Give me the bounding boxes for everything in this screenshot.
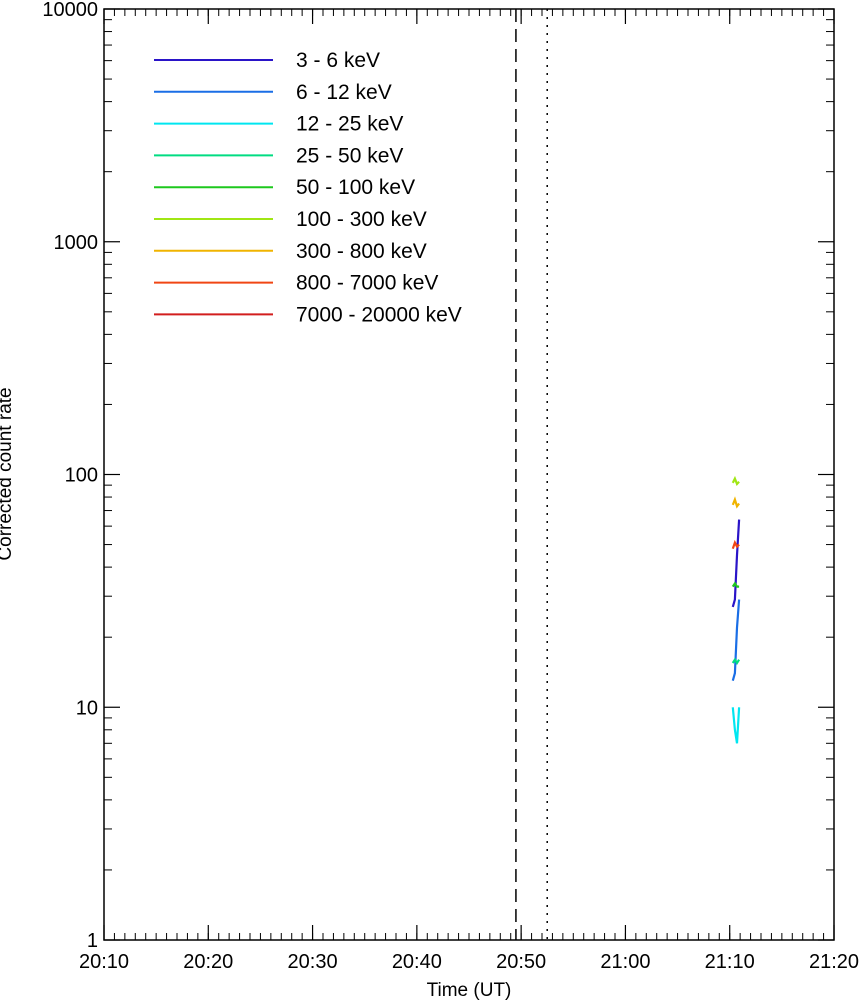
legend-label: 6 - 12 keV (296, 81, 392, 104)
series-line-4 (733, 584, 739, 587)
legend-label: 800 - 7000 keV (296, 272, 438, 295)
series-line-6 (733, 500, 739, 507)
legend-label: 7000 - 20000 keV (296, 303, 462, 326)
legend-label: 300 - 800 keV (296, 240, 427, 263)
vertical-markers (516, 9, 547, 940)
x-tick-label: 20:30 (288, 951, 338, 973)
series-line-5 (733, 479, 739, 484)
series-line-3 (733, 660, 739, 663)
legend-label: 25 - 50 keV (296, 144, 403, 167)
y-tick-label: 1000 (54, 232, 99, 254)
x-tick-label: 20:50 (496, 951, 546, 973)
y-tick-label: 10 (76, 697, 98, 719)
legend-label: 50 - 100 keV (296, 176, 415, 199)
x-tick-label: 20:40 (392, 951, 442, 973)
series-line-0 (733, 520, 739, 607)
x-axis-title: Time (UT) (427, 980, 512, 1001)
legend-label: 3 - 6 keV (296, 49, 380, 72)
tick-labels: 20:10 20:20 20:30 20:40 20:50 21:00 21:10 21:20… (42, 0, 859, 973)
minor-ticks (104, 9, 834, 940)
x-tick-label: 20:10 (79, 951, 129, 973)
x-tick-label: 21:20 (809, 951, 859, 973)
y-tick-label: 100 (65, 465, 98, 487)
legend-label: 12 - 25 keV (296, 113, 403, 136)
series-line-2 (733, 707, 739, 743)
legend-label: 100 - 300 keV (296, 208, 427, 231)
series-layer (733, 479, 739, 744)
legend: 3 - 6 keV 6 - 12 keV 12 - 25 keV 25 - 50 ke… (154, 49, 462, 326)
major-ticks (104, 9, 834, 940)
x-tick-label: 21:10 (705, 951, 755, 973)
y-axis-title: Corrected count rate (0, 387, 16, 560)
x-tick-label: 21:00 (600, 951, 650, 973)
plot-frame (104, 9, 834, 940)
y-tick-label: 1 (87, 930, 98, 952)
x-tick-label: 20:20 (183, 951, 233, 973)
y-tick-label: 10000 (42, 0, 98, 21)
series-line-1 (733, 600, 739, 681)
